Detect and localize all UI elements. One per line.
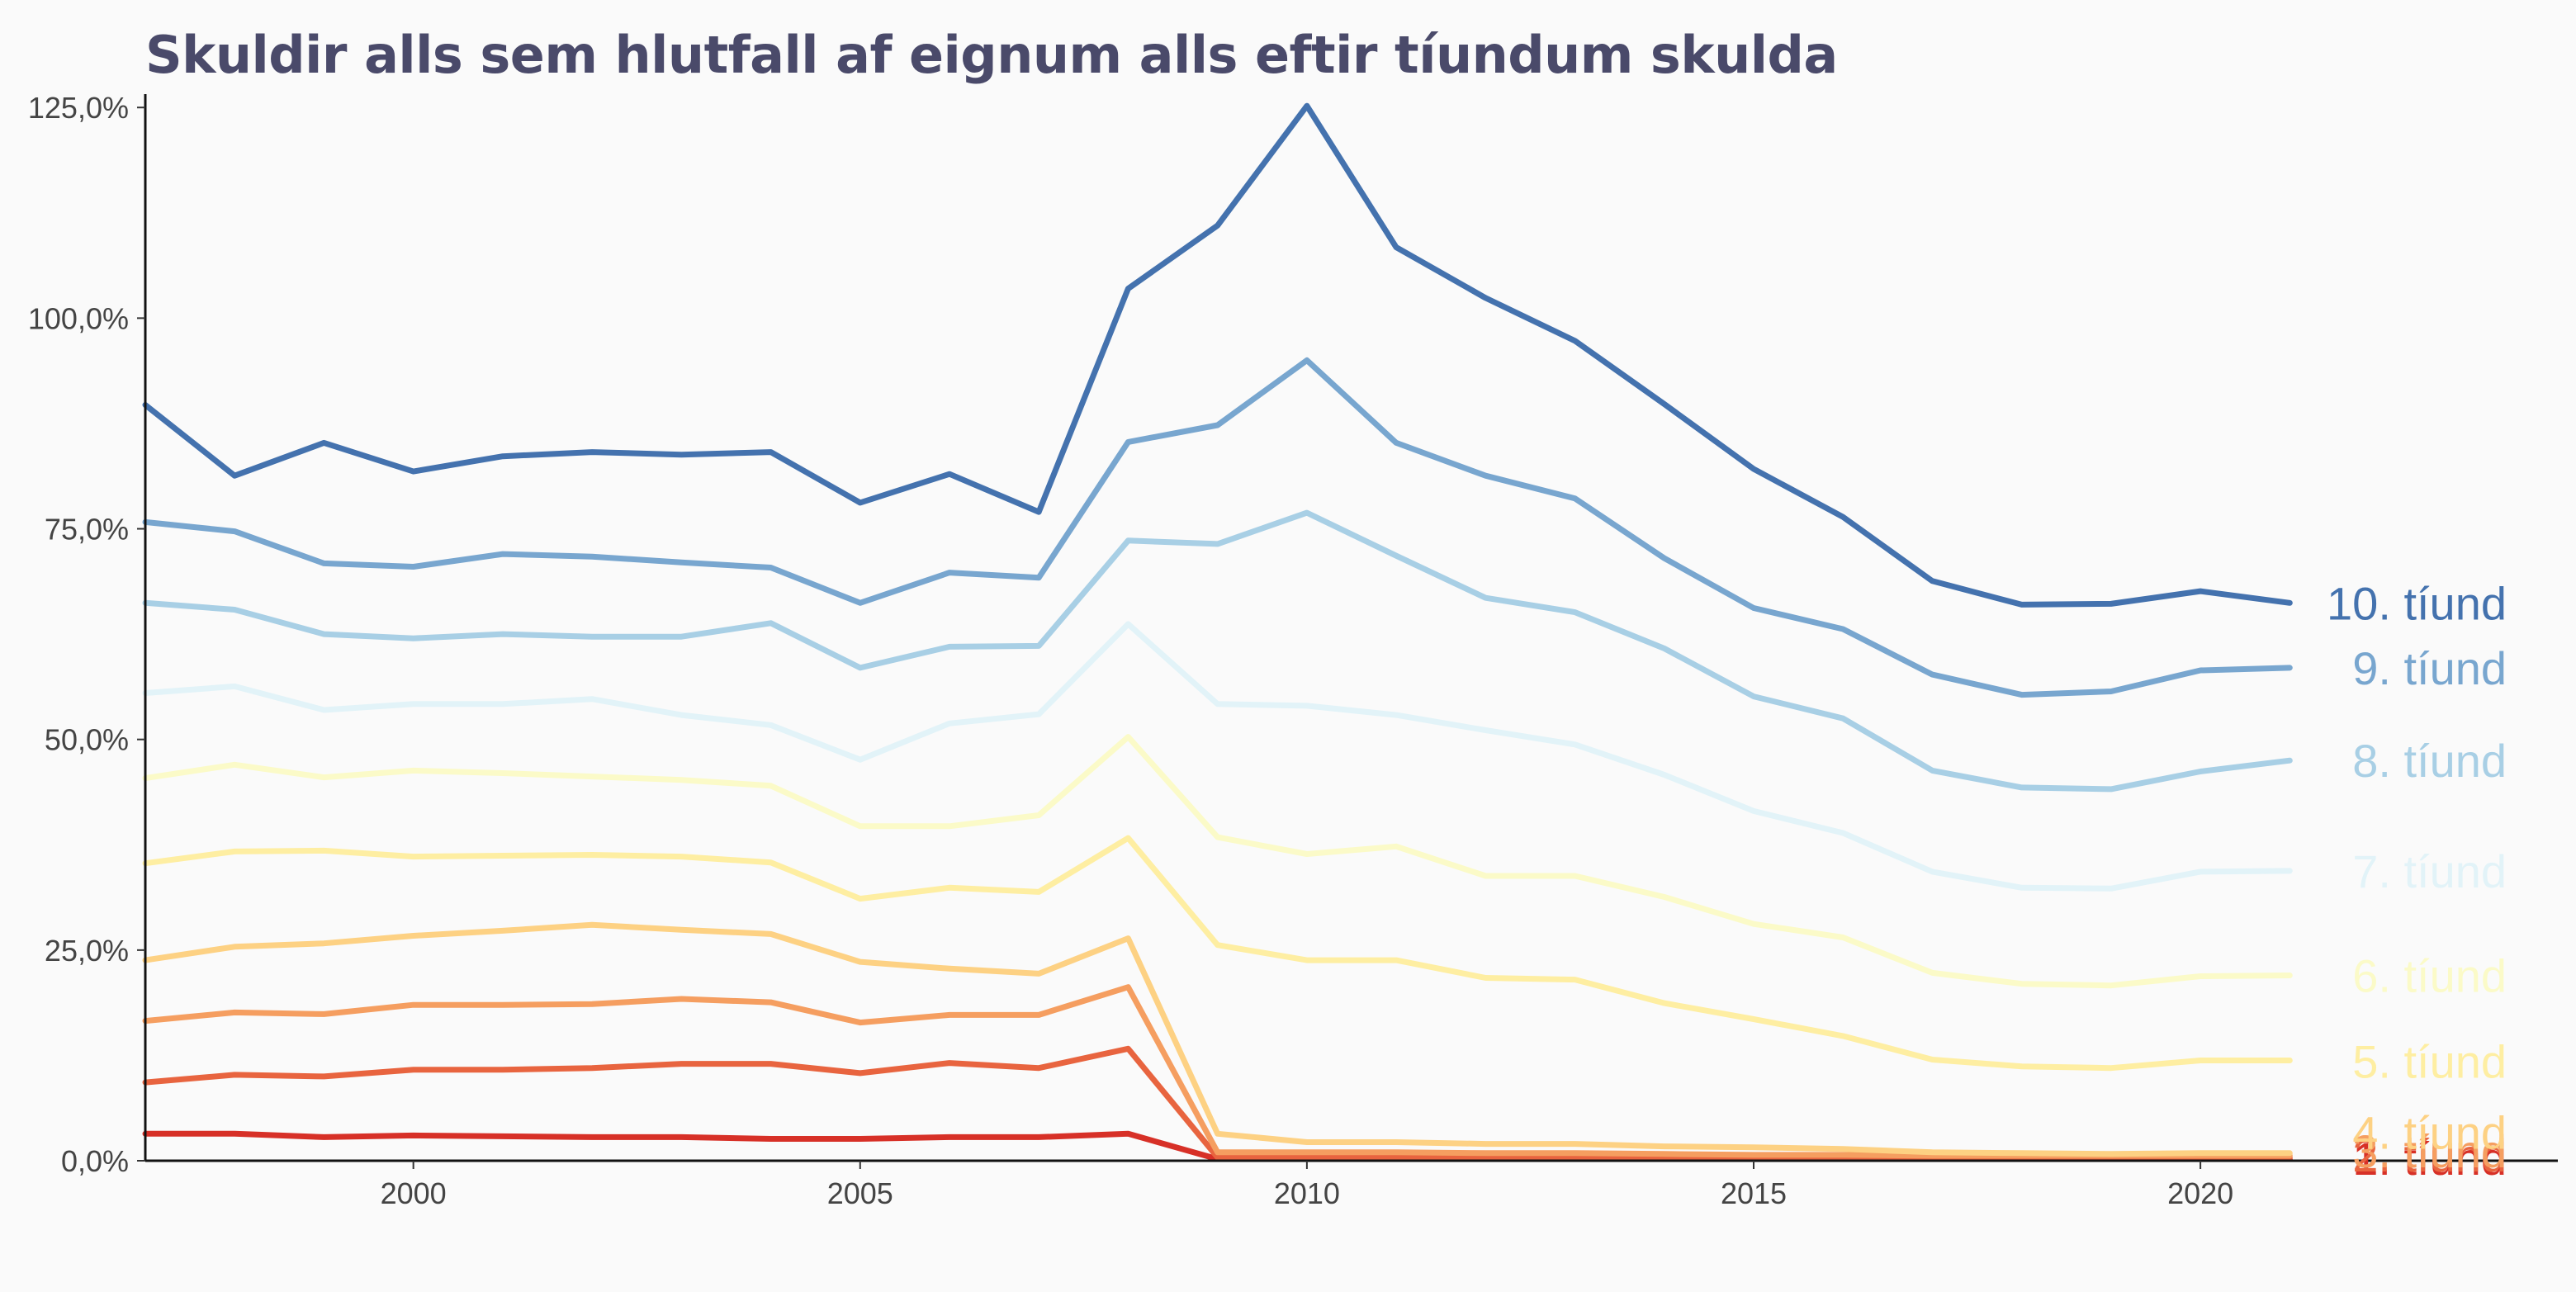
- series-label-4: 4. tíund: [2352, 1106, 2507, 1158]
- series-label-8: 8. tíund: [2352, 735, 2507, 787]
- series-line-9: [142, 357, 2293, 698]
- series-line-4: [142, 921, 2293, 1157]
- y-tick-label: 125,0%: [28, 91, 129, 125]
- series-label-7: 7. tíund: [2352, 845, 2507, 897]
- y-tick-label: 50,0%: [45, 723, 129, 757]
- series-line-8: [142, 509, 2293, 793]
- x-tick-label: 2010: [1274, 1176, 1340, 1210]
- chart-title: Skuldir alls sem hlutfall af eignum alls…: [145, 25, 1838, 85]
- y-tick-label: 100,0%: [28, 301, 129, 335]
- y-tick-label: 25,0%: [45, 934, 129, 968]
- series-label-2: 2. tíund: [2352, 1129, 2507, 1181]
- series-label-6: 6. tíund: [2352, 950, 2507, 1002]
- x-tick-label: 2020: [2167, 1176, 2233, 1210]
- series-label-5: 5. tíund: [2352, 1036, 2507, 1088]
- x-tick-label: 2000: [381, 1176, 447, 1210]
- x-tick-label: 2015: [1721, 1176, 1787, 1210]
- x-tick-label: 2005: [827, 1176, 893, 1210]
- series-line-7: [142, 621, 2293, 892]
- series-label-10: 10. tíund: [2327, 577, 2507, 629]
- series-label-1: 1. tíund: [2352, 1133, 2507, 1185]
- y-tick-label: 0,0%: [61, 1144, 129, 1178]
- series-label-9: 9. tíund: [2352, 642, 2507, 694]
- y-tick-label: 75,0%: [45, 513, 129, 547]
- series-line-5: [142, 835, 2293, 1072]
- series-line-10: [142, 102, 2293, 608]
- series-line-3: [142, 984, 2293, 1159]
- series-label-3: 3. tíund: [2352, 1125, 2507, 1177]
- series-line-6: [142, 734, 2293, 989]
